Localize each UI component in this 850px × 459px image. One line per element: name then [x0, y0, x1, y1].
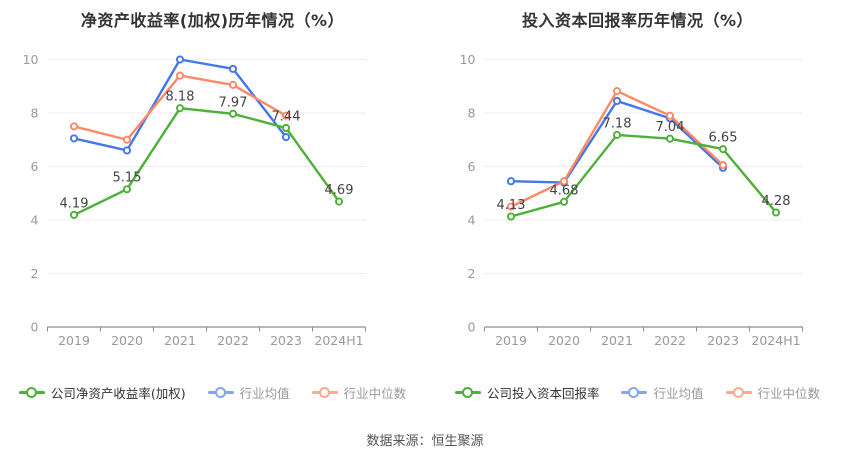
- data-point-marker[interactable]: [228, 80, 238, 89]
- x-axis-category-label: 2022: [654, 333, 686, 348]
- data-point-label: 7.04: [656, 120, 685, 135]
- roe-chart-canvas[interactable]: 0 2 4 6 8 10 2019 2020 2021 2022 2023 2024H1 4.19 5.1…: [0, 0, 425, 370]
- data-point-marker[interactable]: [69, 134, 79, 143]
- legend-label: 行业中位数: [343, 386, 407, 401]
- data-point-marker[interactable]: [69, 210, 79, 219]
- x-axis-category-label: 2024H1: [314, 333, 363, 348]
- line-marker-icon: [207, 386, 234, 399]
- y-axis-tick-label: 4: [31, 213, 39, 228]
- data-point-marker[interactable]: [771, 208, 781, 217]
- legend-item-company-roe[interactable]: 公司净资产收益率(加权): [18, 383, 186, 402]
- charts-row: 净资产收益率(加权)历年情况（%） 0 2 4 6 8 10 2019 2020 2021 202…: [0, 0, 850, 410]
- line-marker-icon: [454, 386, 481, 399]
- data-point-marker[interactable]: [281, 123, 291, 133]
- line-marker-icon: [725, 386, 752, 399]
- x-axis-category-label: 2023: [270, 333, 302, 348]
- data-point-marker[interactable]: [612, 87, 622, 96]
- x-axis-category-label: 2020: [548, 333, 580, 348]
- roe-chart-title: 净资产收益率(加权)历年情况（%）: [80, 11, 345, 30]
- line-marker-icon: [18, 386, 45, 399]
- data-point-label: 7.44: [272, 109, 301, 124]
- data-point-marker[interactable]: [718, 145, 728, 154]
- legend-label: 公司净资产收益率(加权): [50, 386, 186, 401]
- data-point-marker[interactable]: [228, 64, 238, 73]
- y-axis-tick-label: 10: [23, 52, 39, 67]
- y-axis-tick-label: 8: [31, 106, 39, 121]
- data-point-label: 7.97: [219, 95, 248, 110]
- line-marker-icon: [621, 386, 648, 399]
- data-point-marker[interactable]: [718, 161, 728, 170]
- legend-item-industry-median[interactable]: 行业中位数: [311, 383, 407, 402]
- legend-label: 行业中位数: [757, 386, 821, 401]
- y-axis-tick-label: 6: [468, 159, 476, 174]
- roe-chart-legend: 公司净资产收益率(加权) 行业均值 行业中位数: [0, 383, 425, 402]
- data-point-label: 4.68: [550, 183, 579, 198]
- data-point-label: 4.19: [60, 196, 89, 211]
- legend-label: 公司投入资本回报率: [486, 386, 600, 401]
- x-axis-category-label: 2021: [164, 333, 196, 348]
- roe-chart-panel: 净资产收益率(加权)历年情况（%） 0 2 4 6 8 10 2019 2020 2021 202…: [0, 0, 425, 410]
- roic-chart-title: 投入资本回报率历年情况（%）: [521, 11, 754, 30]
- data-point-marker[interactable]: [281, 133, 291, 142]
- data-point-marker[interactable]: [175, 55, 185, 64]
- data-point-marker[interactable]: [665, 111, 675, 120]
- data-point-label: 6.65: [709, 131, 738, 146]
- data-point-label: 8.18: [166, 90, 195, 105]
- y-axis-tick-label: 0: [468, 320, 476, 335]
- y-axis-tick-label: 8: [468, 106, 476, 121]
- data-point-label: 7.18: [603, 116, 632, 131]
- series-line-company_line[interactable]: [72, 106, 341, 217]
- data-point-marker[interactable]: [334, 197, 344, 206]
- data-point-marker[interactable]: [175, 104, 185, 113]
- series-line-company_line[interactable]: [509, 133, 778, 218]
- roic-chart-panel: 投入资本回报率历年情况（%） 0 2 4 6 8 10 2019 2020 2021 2022 20…: [425, 0, 850, 410]
- y-axis-tick-label: 10: [460, 52, 476, 67]
- data-point-marker[interactable]: [559, 177, 569, 186]
- data-point-label: 4.69: [325, 183, 354, 198]
- legend-label: 行业均值: [239, 386, 290, 401]
- data-point-marker[interactable]: [559, 197, 569, 206]
- x-axis-category-label: 2020: [111, 333, 143, 348]
- y-axis-tick-label: 2: [31, 266, 39, 281]
- data-point-marker[interactable]: [281, 111, 291, 120]
- data-source-text: 数据来源：恒生聚源: [366, 434, 484, 449]
- data-point-marker[interactable]: [69, 122, 79, 131]
- legend-item-company-roic[interactable]: 公司投入资本回报率: [454, 383, 600, 402]
- data-point-label: 5.15: [113, 171, 142, 186]
- roic-chart-legend: 公司投入资本回报率 行业均值 行业中位数: [425, 383, 850, 402]
- data-point-marker[interactable]: [122, 185, 132, 194]
- y-axis-tick-label: 0: [31, 320, 39, 335]
- y-axis-tick-label: 2: [468, 266, 476, 281]
- data-point-marker[interactable]: [612, 96, 622, 106]
- legend-item-industry-mean[interactable]: 行业均值: [207, 383, 290, 402]
- legend-item-industry-mean[interactable]: 行业均值: [621, 383, 704, 402]
- x-axis-category-label: 2022: [217, 333, 249, 348]
- data-point-marker[interactable]: [506, 177, 516, 186]
- data-point-marker[interactable]: [122, 146, 132, 155]
- data-point-label: 4.28: [762, 194, 791, 209]
- data-point-marker[interactable]: [175, 71, 185, 80]
- x-axis-category-label: 2024H1: [751, 333, 800, 348]
- y-axis-tick-label: 4: [468, 213, 476, 228]
- series-line-median_line[interactable]: [509, 89, 725, 208]
- data-point-marker[interactable]: [665, 134, 675, 143]
- roic-chart-canvas[interactable]: 0 2 4 6 8 10 2019 2020 2021 2022 2023 2024H1 4.13 4.6…: [425, 0, 850, 370]
- data-point-marker[interactable]: [122, 135, 132, 144]
- y-axis-tick-label: 6: [31, 159, 39, 174]
- x-axis-category-label: 2019: [495, 333, 527, 348]
- legend-label: 行业均值: [653, 386, 704, 401]
- x-axis-category-label: 2021: [601, 333, 633, 348]
- data-point-label: 4.13: [497, 198, 526, 213]
- x-axis-category-label: 2019: [58, 333, 90, 348]
- data-point-marker[interactable]: [228, 109, 238, 118]
- x-axis-category-label: 2023: [707, 333, 739, 348]
- data-point-marker[interactable]: [612, 130, 622, 139]
- data-point-marker[interactable]: [506, 212, 516, 221]
- legend-item-industry-median[interactable]: 行业中位数: [725, 383, 821, 402]
- data-point-marker[interactable]: [506, 202, 516, 211]
- line-marker-icon: [311, 386, 338, 399]
